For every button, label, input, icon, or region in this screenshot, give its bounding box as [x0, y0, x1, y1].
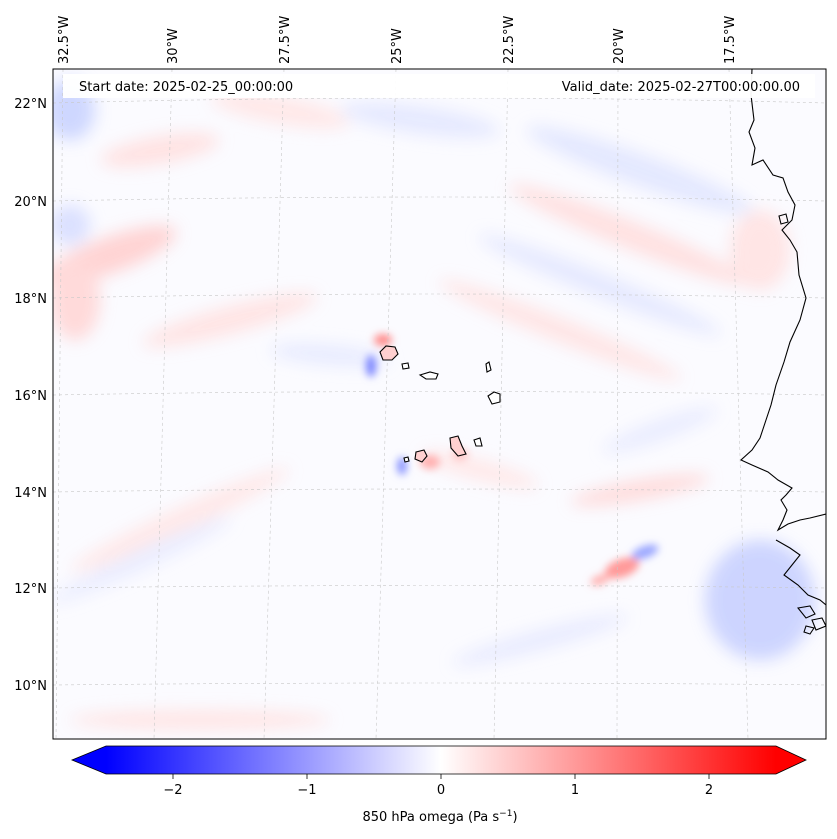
cape-verde-islands — [379, 345, 501, 463]
lon-label: 20°W — [612, 28, 627, 64]
latitude-labels: 22°N 20°N 18°N 16°N 14°N 12°N 10°N — [14, 97, 47, 694]
omega-field — [53, 80, 815, 730]
island-santiago — [449, 435, 467, 457]
bijagos-islands — [796, 605, 826, 635]
colorbar-title-sup: −1 — [499, 809, 512, 819]
valid-date-label: Valid_date: 2025-02-27T00:00:00.00 — [562, 80, 800, 95]
lon-label: 32.5°W — [57, 16, 72, 64]
colorbar-ticks: −2 −1 0 1 2 — [163, 774, 713, 798]
lat-label: 16°N — [14, 389, 47, 404]
coastlines — [740, 69, 826, 635]
africa-coastline — [740, 69, 826, 532]
colorbar-title: 850 hPa omega (Pa s−1) — [362, 809, 517, 825]
colorbar-tick-label: 2 — [705, 783, 713, 798]
gridlines — [53, 69, 826, 739]
lat-label: 18°N — [14, 292, 47, 307]
island-brava — [403, 456, 410, 463]
longitude-labels: 32.5°W 30°W 27.5°W 25°W 22.5°W 20°W 17.5… — [57, 16, 738, 64]
lat-label: 10°N — [14, 679, 47, 694]
annotation-bar — [63, 74, 815, 98]
island-sao-vicente — [401, 362, 410, 370]
colorbar-title-end: ) — [512, 810, 517, 825]
lon-label: 22.5°W — [502, 16, 517, 64]
colorbar-title-main: 850 hPa omega (Pa s — [362, 810, 499, 825]
coast-inlet — [778, 213, 789, 225]
colorbar-extend-high — [776, 746, 806, 774]
map-background — [53, 69, 826, 739]
colorbar-tick-label: −2 — [163, 783, 182, 798]
lat-label: 22°N — [14, 97, 47, 112]
island-boa-vista — [487, 391, 501, 405]
colorbar-tick-label: 1 — [571, 783, 579, 798]
africa-coastline-south — [775, 539, 826, 606]
lon-label: 30°W — [166, 28, 181, 64]
colorbar-extend-low — [72, 746, 106, 774]
island-santo-antao — [379, 345, 399, 361]
map-frame — [52, 68, 827, 740]
lon-label: 27.5°W — [278, 16, 293, 64]
island-fogo — [414, 449, 428, 463]
island-sao-nicolau — [418, 371, 439, 380]
colorbar-tick-label: −1 — [297, 783, 316, 798]
lon-label: 17.5°W — [723, 16, 738, 64]
island-maio — [473, 437, 483, 447]
lat-label: 12°N — [14, 582, 47, 597]
colorbar: −2 −1 0 1 2 850 hPa omega (Pa s−1) — [70, 745, 807, 825]
lon-label: 25°W — [390, 28, 405, 64]
island-sal — [485, 361, 492, 373]
start-date-label: Start date: 2025-02-25_00:00:00 — [79, 80, 293, 95]
lat-label: 20°N — [14, 195, 47, 210]
colorbar-gradient — [106, 746, 776, 774]
map-panel: Start date: 2025-02-25_00:00:00 Valid_da… — [53, 69, 826, 739]
colorbar-outline — [70, 745, 807, 775]
lat-label: 14°N — [14, 486, 47, 501]
colorbar-tick-label: 0 — [437, 783, 445, 798]
